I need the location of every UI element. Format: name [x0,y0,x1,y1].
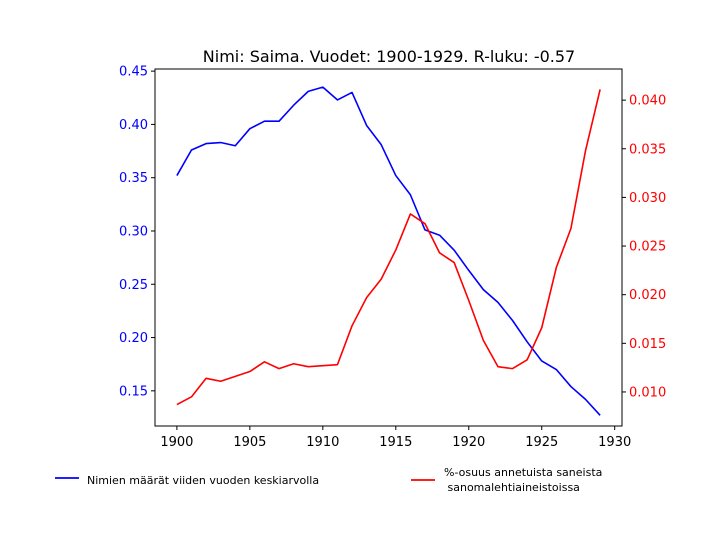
x-tick-label-1930: 1930 [598,435,631,450]
y-right-tick-label-0.010: 0.010 [629,385,666,400]
y-left-tick-label-0.20: 0.20 [119,331,148,346]
plot-frame [154,68,623,427]
y-left-tick-label-0.30: 0.30 [119,224,148,239]
x-tick-label-1900: 1900 [160,435,193,450]
y-left-tick-label-0.25: 0.25 [119,278,148,293]
y-left-tick-label-0.15: 0.15 [119,384,148,399]
x-tick-label-1925: 1925 [525,435,558,450]
series-line-1 [176,86,601,416]
chart-title: Nimi: Saima. Vuodet: 1900-1929. R-luku: … [203,47,575,66]
series-line-2 [176,89,601,406]
legend-label-2: %-osuus annetuista saneista sanomalehtia… [444,466,602,494]
y-right-tick-label-0.035: 0.035 [629,142,666,157]
x-tick-label-1910: 1910 [306,435,339,450]
y-right-tick-label-0.040: 0.040 [629,94,666,109]
y-right-tick-label-0.020: 0.020 [629,288,666,303]
x-tick-label-1920: 1920 [452,435,485,450]
y-left-tick-label-0.45: 0.45 [119,65,148,80]
y-right-tick-label-0.015: 0.015 [629,337,666,352]
x-tick-label-1905: 1905 [233,435,266,450]
y-right-tick-label-0.030: 0.030 [629,191,666,206]
y-left-tick-label-0.40: 0.40 [119,118,148,133]
legend-label-2-line-1: %-osuus annetuista saneista [444,466,602,479]
y-right-tick-label-0.025: 0.025 [629,240,666,255]
x-tick-label-1915: 1915 [379,435,412,450]
legend-label-2-line-2: sanomalehtiaineistoissa [444,481,580,494]
legend-label-1: Nimien määrät viiden vuoden keskiarvolla [87,474,319,487]
y-left-tick-label-0.35: 0.35 [119,171,148,186]
